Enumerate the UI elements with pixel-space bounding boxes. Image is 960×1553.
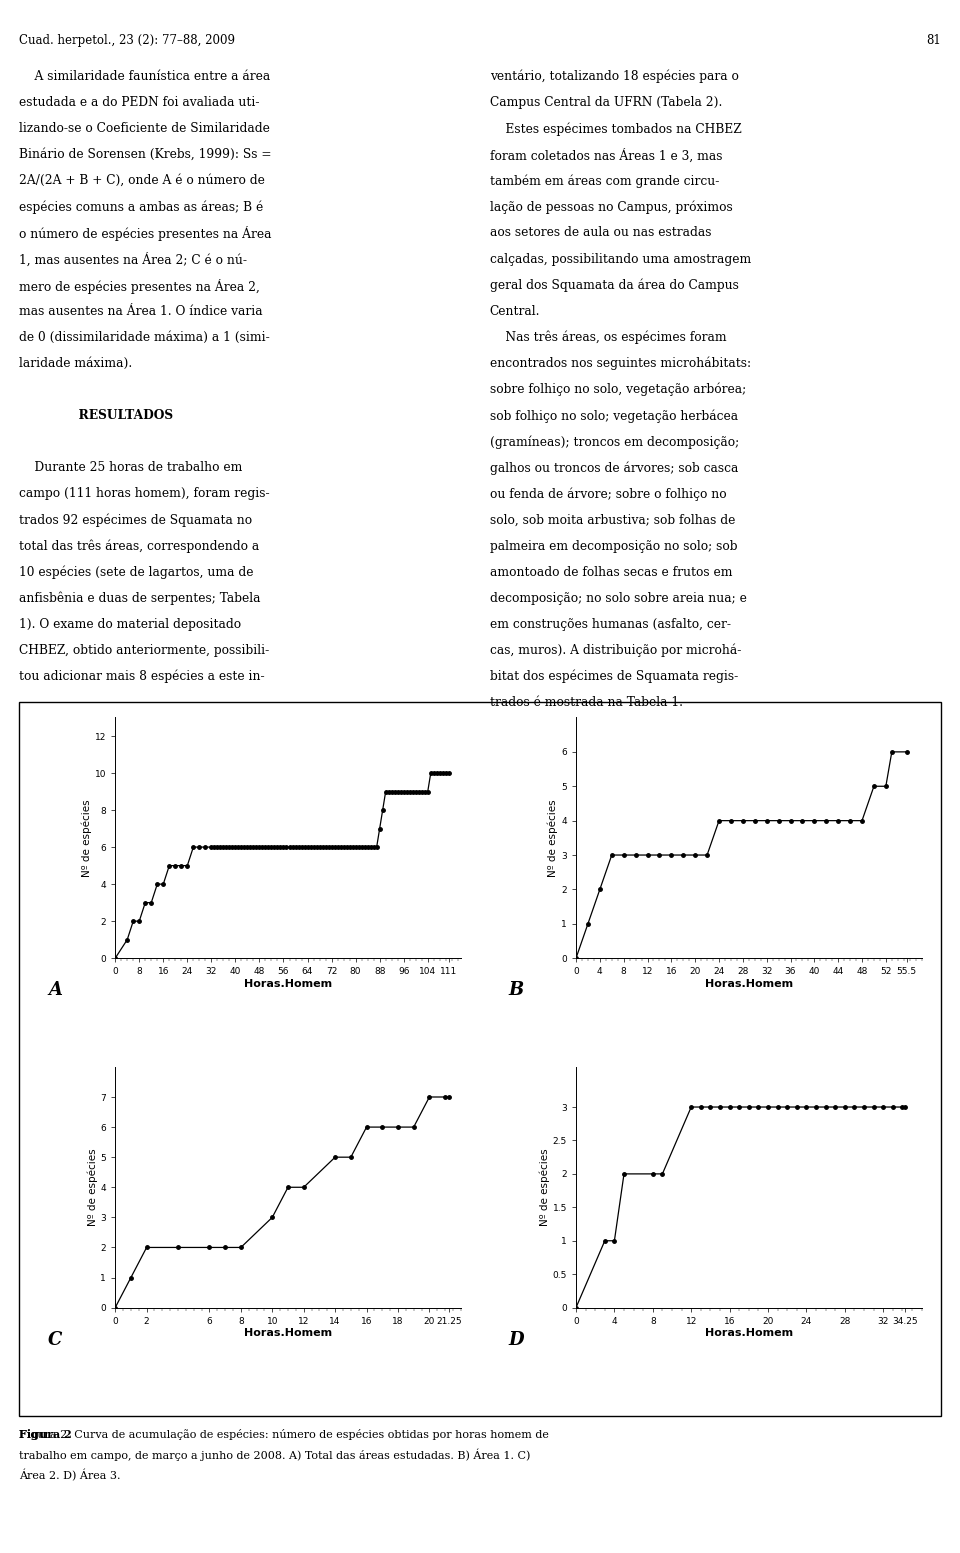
Text: estudada e a do PEDN foi avaliada uti-: estudada e a do PEDN foi avaliada uti- bbox=[19, 96, 260, 109]
Text: decomposição; no solo sobre areia nua; e: decomposição; no solo sobre areia nua; e bbox=[490, 592, 747, 604]
Text: Central.: Central. bbox=[490, 304, 540, 318]
Text: também em áreas com grande circu-: também em áreas com grande circu- bbox=[490, 174, 719, 188]
Text: 2A/(2A + B + C), onde A é o número de: 2A/(2A + B + C), onde A é o número de bbox=[19, 174, 265, 188]
Text: 81: 81 bbox=[926, 34, 941, 47]
Text: sobre folhiço no solo, vegetação arbórea;: sobre folhiço no solo, vegetação arbórea… bbox=[490, 384, 746, 396]
Text: 1). O exame do material depositado: 1). O exame do material depositado bbox=[19, 618, 241, 631]
Text: CHBEZ, obtido anteriormente, possibili-: CHBEZ, obtido anteriormente, possibili- bbox=[19, 644, 270, 657]
Text: calçadas, possibilitando uma amostragem: calçadas, possibilitando uma amostragem bbox=[490, 253, 751, 266]
Text: aos setores de aula ou nas estradas: aos setores de aula ou nas estradas bbox=[490, 227, 711, 239]
Text: sob folhiço no solo; vegetação herbácea: sob folhiço no solo; vegetação herbácea bbox=[490, 408, 737, 422]
Text: lação de pessoas no Campus, próximos: lação de pessoas no Campus, próximos bbox=[490, 200, 732, 214]
Text: B: B bbox=[509, 981, 524, 1000]
Text: RESULTADOS: RESULTADOS bbox=[19, 408, 174, 422]
X-axis label: Horas.Homem: Horas.Homem bbox=[244, 978, 332, 989]
Text: ou fenda de árvore; sobre o folhiço no: ou fenda de árvore; sobre o folhiço no bbox=[490, 488, 726, 500]
Text: amontoado de folhas secas e frutos em: amontoado de folhas secas e frutos em bbox=[490, 565, 732, 579]
Text: em construções humanas (asfalto, cer-: em construções humanas (asfalto, cer- bbox=[490, 618, 731, 631]
Text: lizando-se o Coeficiente de Similaridade: lizando-se o Coeficiente de Similaridade bbox=[19, 123, 270, 135]
X-axis label: Horas.Homem: Horas.Homem bbox=[705, 978, 793, 989]
Text: laridade máxima).: laridade máxima). bbox=[19, 357, 132, 370]
Text: (gramíneas); troncos em decomposição;: (gramíneas); troncos em decomposição; bbox=[490, 435, 739, 449]
Text: C: C bbox=[48, 1331, 62, 1350]
Text: solo, sob moita arbustiva; sob folhas de: solo, sob moita arbustiva; sob folhas de bbox=[490, 514, 735, 526]
Text: Estes espécimes tombados na CHBEZ: Estes espécimes tombados na CHBEZ bbox=[490, 123, 741, 135]
Text: ventário, totalizando 18 espécies para o: ventário, totalizando 18 espécies para o bbox=[490, 70, 738, 84]
Text: total das três áreas, correspondendo a: total das três áreas, correspondendo a bbox=[19, 539, 259, 553]
Text: Binário de Sorensen (Krebs, 1999): Ss =: Binário de Sorensen (Krebs, 1999): Ss = bbox=[19, 148, 272, 162]
Text: campo (111 horas homem), foram regis-: campo (111 horas homem), foram regis- bbox=[19, 488, 270, 500]
Text: Área 2. D) Área 3.: Área 2. D) Área 3. bbox=[19, 1469, 121, 1482]
Y-axis label: Nº de espécies: Nº de espécies bbox=[540, 1149, 550, 1225]
Text: encontrados nos seguintes microhábitats:: encontrados nos seguintes microhábitats: bbox=[490, 357, 751, 370]
Y-axis label: Nº de espécies: Nº de espécies bbox=[82, 800, 92, 876]
Text: mero de espécies presentes na Área 2,: mero de espécies presentes na Área 2, bbox=[19, 278, 260, 294]
Text: trados é mostrada na Tabela 1.: trados é mostrada na Tabela 1. bbox=[490, 696, 683, 710]
Text: espécies comuns a ambas as áreas; B é: espécies comuns a ambas as áreas; B é bbox=[19, 200, 263, 214]
Text: Figura 2. Curva de acumulação de espécies: número de espécies obtidas por horas : Figura 2. Curva de acumulação de espécie… bbox=[19, 1429, 549, 1440]
Text: foram coletados nas Áreas 1 e 3, mas: foram coletados nas Áreas 1 e 3, mas bbox=[490, 148, 722, 163]
Y-axis label: Nº de espécies: Nº de espécies bbox=[548, 800, 559, 876]
Text: D: D bbox=[509, 1331, 524, 1350]
Text: Durante 25 horas de trabalho em: Durante 25 horas de trabalho em bbox=[19, 461, 243, 474]
Text: mas ausentes na Área 1. O índice varia: mas ausentes na Área 1. O índice varia bbox=[19, 304, 263, 318]
X-axis label: Horas.Homem: Horas.Homem bbox=[705, 1328, 793, 1339]
Text: trados 92 espécimes de Squamata no: trados 92 espécimes de Squamata no bbox=[19, 514, 252, 526]
Text: palmeira em decomposição no solo; sob: palmeira em decomposição no solo; sob bbox=[490, 539, 737, 553]
Text: galhos ou troncos de árvores; sob casca: galhos ou troncos de árvores; sob casca bbox=[490, 461, 738, 475]
Text: Campus Central da UFRN (Tabela 2).: Campus Central da UFRN (Tabela 2). bbox=[490, 96, 722, 109]
Text: tou adicionar mais 8 espécies a este in-: tou adicionar mais 8 espécies a este in- bbox=[19, 669, 265, 683]
Y-axis label: Nº de espécies: Nº de espécies bbox=[87, 1149, 98, 1225]
X-axis label: Horas.Homem: Horas.Homem bbox=[244, 1328, 332, 1339]
Text: 10 espécies (sete de lagartos, uma de: 10 espécies (sete de lagartos, uma de bbox=[19, 565, 253, 579]
Text: Nas três áreas, os espécimes foram: Nas três áreas, os espécimes foram bbox=[490, 331, 726, 345]
Text: Figura 2: Figura 2 bbox=[19, 1429, 72, 1440]
Text: Cuad. herpetol., 23 (2): 77–88, 2009: Cuad. herpetol., 23 (2): 77–88, 2009 bbox=[19, 34, 235, 47]
Text: A: A bbox=[48, 981, 62, 1000]
Text: o número de espécies presentes na Área: o número de espécies presentes na Área bbox=[19, 227, 272, 241]
Text: cas, muros). A distribuição por microhá-: cas, muros). A distribuição por microhá- bbox=[490, 644, 741, 657]
Text: A similaridade faunística entre a área: A similaridade faunística entre a área bbox=[19, 70, 271, 82]
Text: trabalho em campo, de março a junho de 2008. A) Total das áreas estudadas. B) Ár: trabalho em campo, de março a junho de 2… bbox=[19, 1449, 531, 1461]
Text: anfisbênia e duas de serpentes; Tabela: anfisbênia e duas de serpentes; Tabela bbox=[19, 592, 261, 606]
Text: geral dos Squamata da área do Campus: geral dos Squamata da área do Campus bbox=[490, 278, 738, 292]
Text: 1, mas ausentes na Área 2; C é o nú-: 1, mas ausentes na Área 2; C é o nú- bbox=[19, 253, 248, 267]
Text: bitat dos espécimes de Squamata regis-: bitat dos espécimes de Squamata regis- bbox=[490, 669, 738, 683]
Text: de 0 (dissimilaridade máxima) a 1 (simi-: de 0 (dissimilaridade máxima) a 1 (simi- bbox=[19, 331, 270, 343]
